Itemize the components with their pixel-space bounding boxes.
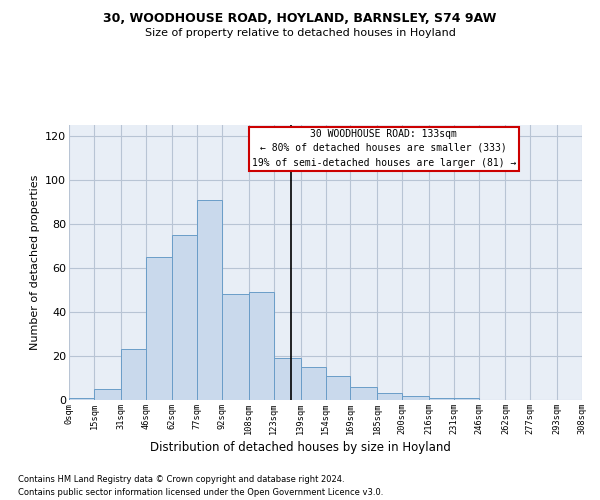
Bar — [402, 396, 429, 400]
Bar — [222, 294, 249, 400]
Text: Contains HM Land Registry data © Crown copyright and database right 2024.: Contains HM Land Registry data © Crown c… — [18, 474, 344, 484]
Bar — [325, 376, 350, 400]
Y-axis label: Number of detached properties: Number of detached properties — [29, 175, 40, 350]
Text: Distribution of detached houses by size in Hoyland: Distribution of detached houses by size … — [149, 441, 451, 454]
Bar — [197, 200, 222, 400]
Text: 30 WOODHOUSE ROAD: 133sqm: 30 WOODHOUSE ROAD: 133sqm — [310, 129, 457, 139]
Text: Contains public sector information licensed under the Open Government Licence v3: Contains public sector information licen… — [18, 488, 383, 497]
Bar — [94, 389, 121, 400]
Bar — [274, 358, 301, 400]
Text: 19% of semi-detached houses are larger (81) →: 19% of semi-detached houses are larger (… — [251, 158, 516, 168]
Bar — [69, 398, 94, 400]
Bar — [377, 394, 402, 400]
Text: ← 80% of detached houses are smaller (333): ← 80% of detached houses are smaller (33… — [260, 142, 507, 152]
Bar — [350, 387, 377, 400]
Bar — [249, 292, 274, 400]
Text: 30, WOODHOUSE ROAD, HOYLAND, BARNSLEY, S74 9AW: 30, WOODHOUSE ROAD, HOYLAND, BARNSLEY, S… — [103, 12, 497, 26]
Bar — [146, 257, 172, 400]
Bar — [172, 235, 197, 400]
Bar — [454, 398, 479, 400]
Bar — [429, 398, 454, 400]
Text: Size of property relative to detached houses in Hoyland: Size of property relative to detached ho… — [145, 28, 455, 38]
Bar — [301, 367, 325, 400]
Bar — [121, 350, 146, 400]
